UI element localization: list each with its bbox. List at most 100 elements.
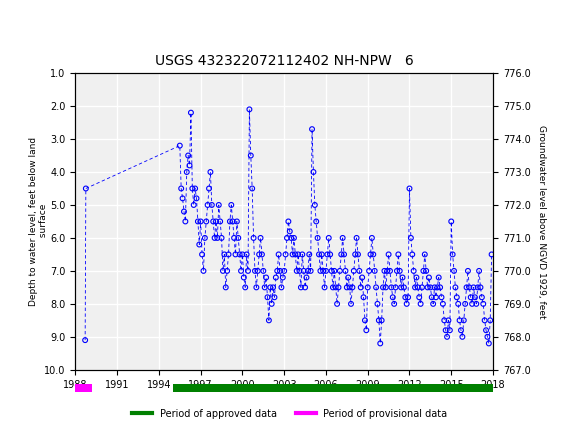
Point — [366, 251, 375, 258]
Point — [325, 251, 335, 258]
Point — [341, 267, 350, 274]
Point — [324, 234, 334, 241]
Point — [422, 267, 431, 274]
Point — [195, 241, 204, 248]
Point — [409, 267, 418, 274]
Point — [438, 301, 448, 307]
Point — [186, 109, 195, 116]
Text: ≡USGS: ≡USGS — [9, 17, 63, 35]
Point — [359, 294, 368, 301]
Point — [370, 267, 379, 274]
Point — [419, 267, 428, 274]
Point — [433, 284, 442, 291]
Point — [277, 284, 286, 291]
Bar — [75, 384, 92, 392]
Point — [467, 301, 477, 307]
Point — [321, 267, 331, 274]
Point — [322, 251, 332, 258]
Point — [328, 284, 338, 291]
Point — [282, 234, 292, 241]
Point — [239, 274, 248, 281]
Point — [270, 294, 279, 301]
Point — [398, 274, 407, 281]
Point — [293, 251, 303, 258]
Point — [391, 284, 400, 291]
Legend: Period of approved data, Period of provisional data: Period of approved data, Period of provi… — [129, 405, 451, 423]
Point — [227, 202, 236, 209]
Point — [203, 202, 212, 209]
Point — [441, 327, 450, 334]
Point — [430, 284, 439, 291]
Point — [406, 234, 415, 241]
Point — [478, 301, 488, 307]
Point — [418, 284, 427, 291]
Point — [458, 333, 467, 340]
Point — [224, 251, 233, 258]
Point — [392, 267, 401, 274]
Point — [334, 284, 343, 291]
Point — [207, 202, 216, 209]
Point — [320, 284, 329, 291]
Point — [369, 251, 378, 258]
Point — [310, 202, 320, 209]
Point — [481, 327, 491, 334]
Point — [317, 251, 327, 258]
Point — [408, 251, 417, 258]
Point — [487, 251, 496, 258]
Point — [395, 267, 404, 274]
Point — [204, 185, 213, 192]
Point — [423, 284, 432, 291]
Point — [371, 284, 380, 291]
Point — [262, 274, 271, 281]
Point — [225, 218, 234, 225]
Point — [459, 317, 469, 324]
Point — [346, 301, 356, 307]
Point — [260, 284, 269, 291]
Point — [412, 274, 421, 281]
Point — [483, 333, 492, 340]
Point — [291, 251, 300, 258]
Point — [394, 251, 403, 258]
Point — [450, 267, 459, 274]
Point — [402, 301, 411, 307]
Point — [437, 294, 446, 301]
Point — [447, 218, 456, 225]
Point — [429, 301, 438, 307]
Point — [220, 251, 229, 258]
Point — [451, 284, 460, 291]
Point — [271, 274, 281, 281]
Title: USGS 432322072112402 NH-NPW   6: USGS 432322072112402 NH-NPW 6 — [155, 54, 414, 68]
Point — [461, 301, 470, 307]
Point — [329, 267, 339, 274]
Point — [264, 317, 274, 324]
Point — [454, 301, 463, 307]
Point — [252, 284, 261, 291]
Point — [200, 234, 209, 241]
Point — [345, 284, 354, 291]
Point — [269, 284, 278, 291]
Point — [81, 185, 90, 192]
Point — [296, 284, 306, 291]
Point — [213, 234, 222, 241]
Point — [327, 267, 336, 274]
Point — [292, 267, 302, 274]
Point — [381, 284, 390, 291]
Point — [197, 251, 206, 258]
Point — [206, 169, 215, 175]
Point — [295, 267, 304, 274]
Point — [175, 142, 184, 149]
Point — [314, 251, 324, 258]
Point — [287, 234, 296, 241]
Point — [385, 267, 394, 274]
Point — [362, 327, 371, 334]
Bar — [173, 384, 493, 392]
Point — [348, 284, 357, 291]
Point — [284, 218, 293, 225]
Point — [448, 251, 457, 258]
Point — [190, 185, 200, 192]
Point — [485, 317, 495, 324]
Point — [387, 284, 396, 291]
Point — [246, 152, 255, 159]
Point — [425, 274, 434, 281]
Point — [331, 284, 340, 291]
